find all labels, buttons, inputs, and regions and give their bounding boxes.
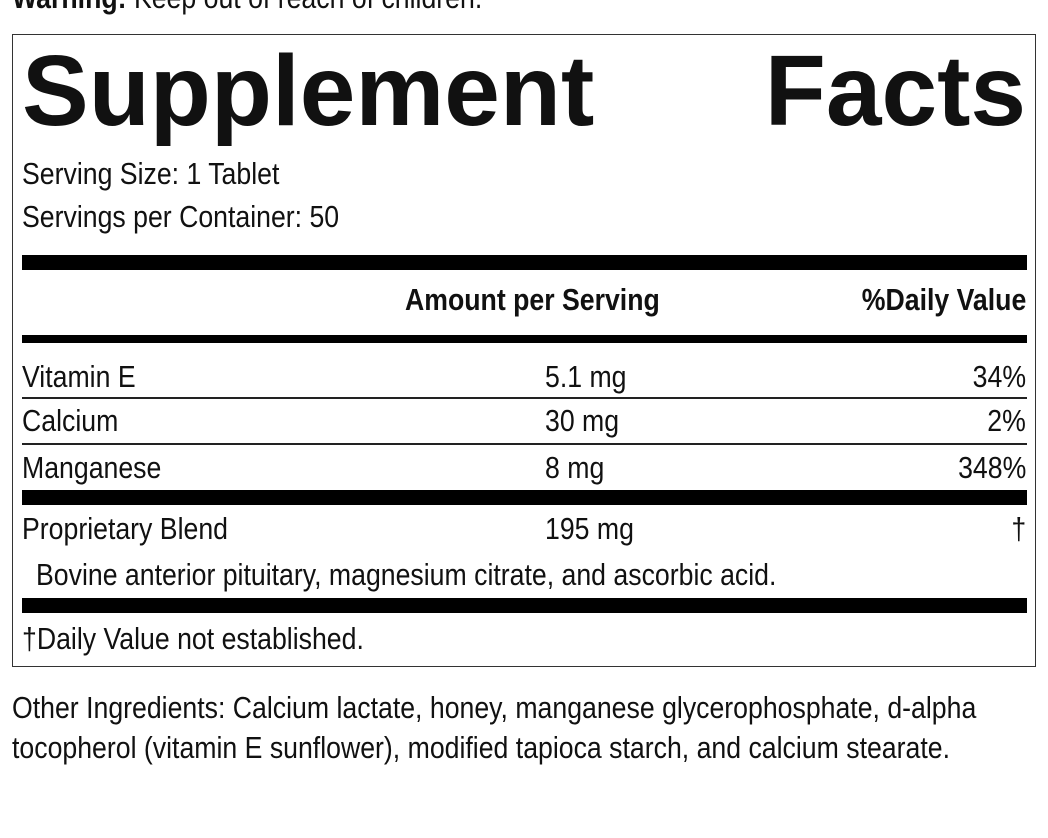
divider xyxy=(22,598,1027,613)
daily-value: † xyxy=(1011,511,1026,546)
serving-size: Serving Size: 1 Tablet xyxy=(22,156,280,191)
warning-label: Warning: xyxy=(12,0,127,15)
title: Supplement Facts xyxy=(22,35,1026,147)
column-header: %Daily Value xyxy=(861,282,1026,317)
divider xyxy=(22,255,1027,270)
nutrient-name: Manganese xyxy=(22,450,162,485)
facts-panel xyxy=(12,34,1036,667)
column-header: Amount per Serving xyxy=(405,282,660,317)
amount: 195 mg xyxy=(545,511,634,546)
daily-value: 2% xyxy=(987,403,1026,438)
amount: 5.1 mg xyxy=(545,359,627,394)
nutrient-name: Calcium xyxy=(22,403,119,438)
daily-value: 34% xyxy=(972,359,1026,394)
row-line xyxy=(22,397,1027,399)
row-line xyxy=(22,443,1027,445)
footnote: †Daily Value not established. xyxy=(22,621,364,656)
daily-value: 348% xyxy=(957,450,1026,485)
other-ingredients: Other Ingredients: Calcium lactate, hone… xyxy=(12,690,977,765)
amount: 30 mg xyxy=(545,403,620,438)
divider xyxy=(22,490,1027,505)
blend-ingredients: Bovine anterior pituitary, magnesium cit… xyxy=(36,557,777,592)
warning: Warning: Keep out of reach of children. xyxy=(12,0,482,16)
warning-text: Keep out of reach of children. xyxy=(134,0,482,15)
nutrient-name: Vitamin E xyxy=(22,359,136,394)
nutrient-name: Proprietary Blend xyxy=(22,511,228,546)
amount: 8 mg xyxy=(545,450,605,485)
servings-per-container: Servings per Container: 50 xyxy=(22,199,340,234)
divider xyxy=(22,335,1027,343)
